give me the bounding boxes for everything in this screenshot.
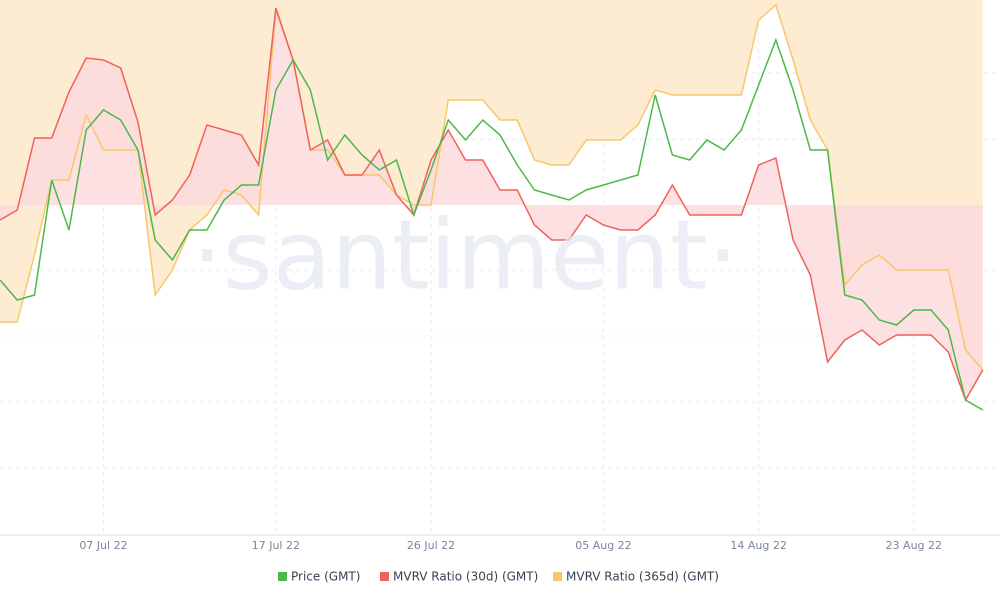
legend-label: MVRV Ratio (30d) (GMT) xyxy=(393,570,538,584)
line xyxy=(0,3,984,371)
x-tick-label: 07 Jul 22 xyxy=(79,539,127,552)
legend-label: Price (GMT) xyxy=(291,570,360,584)
area xyxy=(0,8,983,400)
legend-label: MVRV Ratio (365d) (GMT) xyxy=(566,570,719,584)
x-tick-label: 23 Aug 22 xyxy=(886,539,942,552)
legend-swatch xyxy=(380,572,389,581)
x-tick-label: 17 Jul 22 xyxy=(252,539,300,552)
legend-swatch xyxy=(278,572,287,581)
watermark: ·santiment· xyxy=(192,199,738,311)
area xyxy=(0,0,983,370)
legend-swatch xyxy=(553,572,562,581)
line xyxy=(0,7,984,402)
line xyxy=(0,37,984,411)
x-tick-label: 14 Aug 22 xyxy=(730,539,786,552)
x-tick-label: 26 Jul 22 xyxy=(407,539,455,552)
x-tick-label: 05 Aug 22 xyxy=(575,539,631,552)
